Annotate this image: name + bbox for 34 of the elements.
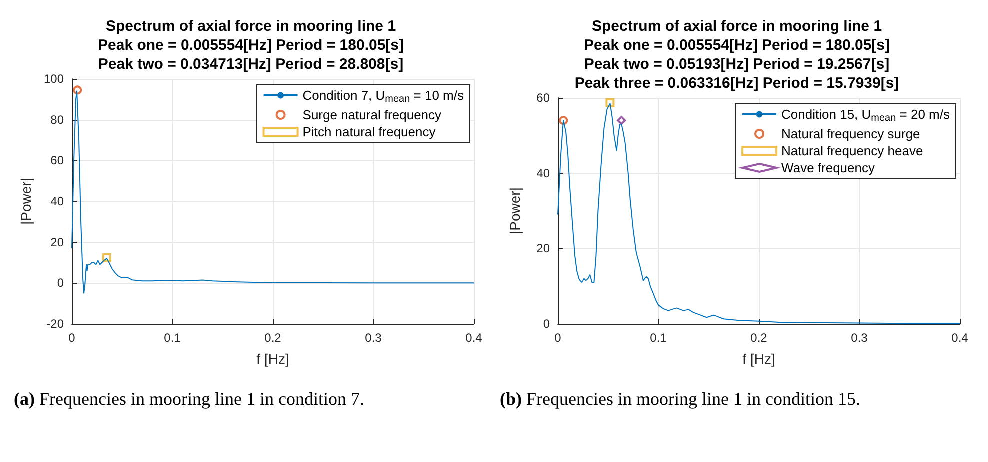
y-tick-label: 40: [536, 166, 550, 180]
x-tick-label: 0.3: [851, 331, 868, 345]
y-tick-label: 20: [536, 242, 550, 256]
y-tick-label: 0: [57, 276, 64, 290]
y-tick-label: 0: [543, 317, 550, 331]
text: (b) Frequencies in mooring line 1 in condition 15.: [499, 388, 862, 410]
x-axis-title: f [Hz]: [742, 351, 776, 367]
x-axis-title: f [Hz]: [256, 351, 290, 367]
legend-label: Natural frequency surge: [782, 126, 920, 142]
y-tick-label: 60: [536, 91, 550, 105]
y-tick-label: 40: [50, 194, 64, 208]
x-tick-label: 0.1: [164, 331, 182, 345]
legend-label: Surge natural frequency: [302, 108, 442, 122]
x-tick-label: 0.3: [365, 331, 382, 345]
legend-label: Wave frequency: [782, 160, 876, 176]
x-tick-label: 0.4: [466, 331, 483, 345]
x-tick-label: 0: [554, 331, 562, 345]
y-tick-label: 80: [50, 112, 64, 127]
legend-label: Natural frequency heave: [782, 144, 924, 158]
chart-title: Spectrum of axial force in mooring line 1 Peak one = 0.005554[Hz] Period = 180.05[s] Peak two = 0.034713[Hz] Period = 28.808[s]: [98, 18, 404, 73]
y-tick-label: 60: [50, 154, 64, 168]
y-tick-label: 100: [44, 72, 64, 86]
chart-title: Spectrum of axial force in mooring line 1 Peak one = 0.005554[Hz] Period = 180.05[s] Peak two = 0.05193[Hz] Period = 19.2567[s] Peak three = 0.063316[Hz] Period = 15.7939[s]: [574, 18, 900, 92]
x-tick-label: 0.1: [650, 331, 668, 345]
y-tick-label: 20: [50, 235, 64, 250]
y-tick-label: -20: [46, 317, 64, 331]
x-tick-label: 0.2: [264, 331, 282, 345]
x-tick-label: 0.4: [952, 331, 969, 345]
text: (a) Frequencies in mooring line 1 in condition 7.: [13, 388, 366, 410]
y-axis-title: |Power|: [507, 188, 523, 234]
y-axis-title: |Power|: [18, 178, 34, 225]
legend-label: Pitch natural frequency: [302, 124, 436, 140]
x-tick-label: 0: [68, 331, 76, 345]
x-tick-label: 0.2: [750, 331, 768, 345]
